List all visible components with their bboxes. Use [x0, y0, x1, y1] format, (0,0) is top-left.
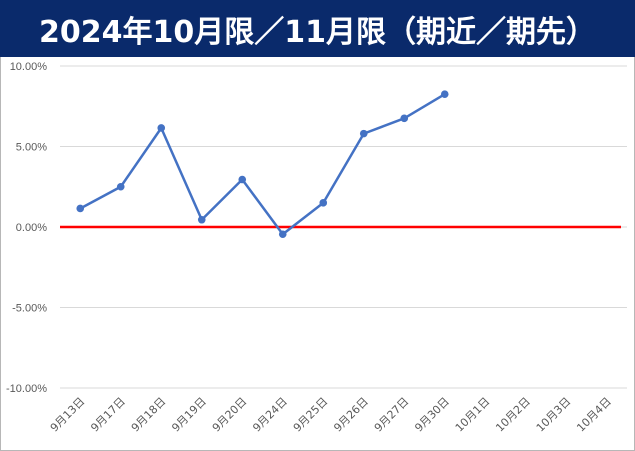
data-point	[76, 204, 85, 213]
y-tick-label: -5.00%	[12, 303, 47, 315]
x-tick-label: 9月25日	[291, 395, 331, 435]
data-point	[400, 114, 409, 123]
x-tick-label: 9月26日	[331, 395, 371, 435]
data-point	[197, 215, 206, 224]
x-tick-label: 10月1日	[453, 395, 493, 435]
x-tick-label: 9月19日	[169, 395, 209, 435]
x-tick-label: 9月27日	[372, 395, 412, 435]
data-point	[157, 124, 166, 132]
x-tick-label: 9月17日	[88, 395, 128, 435]
data-point	[440, 90, 449, 98]
data-point	[238, 175, 247, 184]
series-line	[79, 93, 446, 236]
x-tick-label: 9月24日	[250, 395, 290, 435]
data-point	[116, 182, 125, 191]
x-tick-label: 9月18日	[129, 395, 169, 435]
x-tick-label: 9月13日	[48, 395, 88, 435]
data-point	[278, 230, 287, 239]
y-tick-label: 10.00%	[10, 61, 48, 73]
x-tick-label: 10月3日	[534, 395, 574, 435]
data-point	[359, 129, 368, 138]
y-tick-label: 0.00%	[16, 222, 47, 234]
x-tick-label: 9月20日	[210, 395, 250, 435]
x-tick-label: 10月4日	[574, 395, 614, 435]
data-point	[319, 199, 328, 207]
y-tick-label: -10.00%	[6, 383, 47, 395]
chart-title: 2024年10月限／11月限（期近／期先）	[0, 0, 635, 57]
x-tick-label: 10月2日	[493, 395, 533, 435]
y-tick-label: 5.00%	[16, 142, 47, 154]
x-tick-label: 9月30日	[412, 395, 452, 435]
